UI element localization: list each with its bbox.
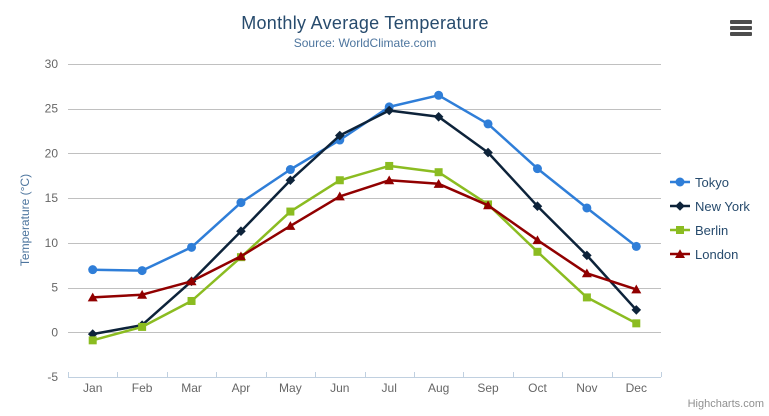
marker-berlin-aug[interactable] xyxy=(434,168,443,177)
y-axis-label: 20 xyxy=(45,146,59,160)
marker-new-york-jul[interactable] xyxy=(384,105,395,116)
marker-london-dec[interactable] xyxy=(631,284,642,294)
marker-london-oct[interactable] xyxy=(532,235,543,245)
marker-london-jan[interactable] xyxy=(87,292,98,302)
marker-london-apr[interactable] xyxy=(235,251,246,261)
y-axis-label: 5 xyxy=(51,281,58,295)
marker-berlin-jun[interactable] xyxy=(335,176,344,185)
marker-tokyo-oct[interactable] xyxy=(532,164,542,174)
x-axis-label: Dec xyxy=(626,381,647,395)
series-line-new-york xyxy=(91,109,638,336)
x-axis-label: Oct xyxy=(528,381,547,395)
marker-london-nov[interactable] xyxy=(581,268,592,278)
marker-tokyo-aug[interactable] xyxy=(434,90,444,100)
series-new-york xyxy=(87,105,642,339)
marker-new-york-sep[interactable] xyxy=(483,147,493,158)
marker-tokyo-mar[interactable] xyxy=(187,242,197,252)
hamburger-menu-icon[interactable] xyxy=(726,16,758,42)
y-axis-title: Temperature (°C) xyxy=(18,173,32,267)
marker-tokyo-sep[interactable] xyxy=(483,119,493,129)
marker-tokyo-may[interactable] xyxy=(285,165,295,175)
y-axis-label: 0 xyxy=(51,325,58,339)
legend-item-london[interactable]: London xyxy=(670,242,750,266)
marker-berlin-jul[interactable] xyxy=(385,161,394,170)
legend-item-tokyo[interactable]: Tokyo xyxy=(670,170,750,194)
legend-symbol-tokyo[interactable] xyxy=(675,177,685,187)
x-axis-label: Nov xyxy=(576,381,597,395)
x-axis-label: Feb xyxy=(132,381,153,395)
hamburger-bar xyxy=(730,32,752,36)
series-london xyxy=(87,175,642,302)
marker-london-may[interactable] xyxy=(285,221,296,230)
marker-berlin-oct[interactable] xyxy=(533,247,542,256)
marker-tokyo-dec[interactable] xyxy=(631,241,641,251)
legend-marker-new-york xyxy=(670,201,690,211)
marker-new-york-may[interactable] xyxy=(285,175,296,186)
marker-london-mar[interactable] xyxy=(186,276,197,286)
legend-label-london: London xyxy=(695,246,739,262)
legend-marker-london xyxy=(670,249,690,258)
legend: Tokyo New York Berlin London xyxy=(670,170,750,266)
legend-label-berlin: Berlin xyxy=(695,222,729,238)
marker-new-york-jun[interactable] xyxy=(334,130,345,141)
credits-link[interactable]: Highcharts.com xyxy=(687,398,764,410)
hamburger-bar xyxy=(730,26,752,30)
marker-new-york-apr[interactable] xyxy=(236,226,246,237)
x-axis-label: May xyxy=(279,381,302,395)
legend-item-berlin[interactable]: Berlin xyxy=(670,218,750,242)
marker-new-york-dec[interactable] xyxy=(631,305,642,315)
x-axis-label: Jun xyxy=(330,381,349,395)
series-tokyo xyxy=(88,90,641,276)
marker-tokyo-nov[interactable] xyxy=(582,203,592,213)
legend-marker-tokyo xyxy=(670,177,690,187)
marker-tokyo-apr[interactable] xyxy=(236,198,246,208)
y-axis-label: -5 xyxy=(47,370,58,384)
marker-new-york-jan[interactable] xyxy=(87,329,98,339)
chart-title: Monthly Average Temperature xyxy=(241,13,489,33)
x-axis-label: Jul xyxy=(382,381,397,395)
marker-london-jun[interactable] xyxy=(334,191,345,201)
legend-symbol-london[interactable] xyxy=(675,249,685,258)
marker-berlin-dec[interactable] xyxy=(632,319,641,328)
legend-label-new-york: New York xyxy=(695,198,750,214)
series-line-london xyxy=(91,179,638,299)
y-axis-label: 25 xyxy=(45,102,59,116)
x-axis-label: Aug xyxy=(428,381,449,395)
marker-london-sep[interactable] xyxy=(483,200,494,210)
marker-tokyo-feb[interactable] xyxy=(137,266,147,276)
legend-symbol-new-york[interactable] xyxy=(675,201,685,211)
x-axis-label: Jan xyxy=(83,381,102,395)
legend-label-tokyo: Tokyo xyxy=(695,174,729,190)
marker-berlin-jan[interactable] xyxy=(88,336,97,345)
marker-berlin-nov[interactable] xyxy=(582,293,591,302)
marker-new-york-oct[interactable] xyxy=(532,201,543,211)
x-axis-label: Apr xyxy=(232,381,251,395)
x-axis-label: Sep xyxy=(477,381,499,395)
marker-new-york-aug[interactable] xyxy=(433,111,444,122)
y-axis-label: 30 xyxy=(45,57,59,71)
marker-london-jul[interactable] xyxy=(384,175,395,185)
series-line-berlin xyxy=(91,164,638,342)
series-line-tokyo xyxy=(91,94,638,272)
marker-berlin-mar[interactable] xyxy=(187,296,196,305)
legend-symbol-berlin[interactable] xyxy=(676,226,684,234)
marker-new-york-nov[interactable] xyxy=(582,250,592,261)
y-axis-label: 10 xyxy=(45,236,59,250)
legend-marker-berlin xyxy=(670,226,690,234)
marker-berlin-may[interactable] xyxy=(286,207,295,216)
x-axis-label: Mar xyxy=(181,381,202,395)
y-axis-label: 15 xyxy=(45,191,59,205)
legend-item-new-york[interactable]: New York xyxy=(670,194,750,218)
marker-london-aug[interactable] xyxy=(433,179,444,188)
marker-berlin-feb[interactable] xyxy=(138,322,147,331)
hamburger-bar xyxy=(730,20,752,24)
marker-tokyo-jan[interactable] xyxy=(88,265,98,275)
marker-london-feb[interactable] xyxy=(137,289,148,299)
chart-subtitle: Source: WorldClimate.com xyxy=(293,36,437,50)
